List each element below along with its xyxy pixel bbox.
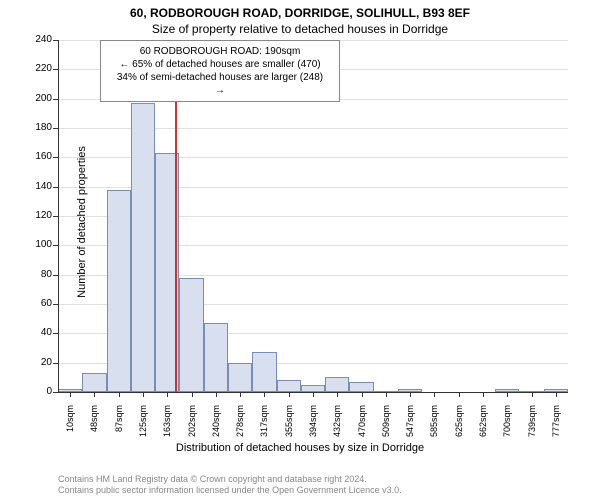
title-address: 60, RODBOROUGH ROAD, DORRIDGE, SOLIHULL,… — [0, 0, 600, 20]
info-line-property: 60 RODBOROUGH ROAD: 190sqm — [111, 45, 329, 58]
histogram-bar — [131, 103, 155, 392]
x-axis-label: Distribution of detached houses by size … — [0, 442, 600, 454]
ytick-label: 220 — [28, 63, 52, 74]
ytick-label: 160 — [28, 151, 52, 162]
y-axis-label: Number of detached properties — [76, 146, 88, 298]
ytick-label: 0 — [28, 386, 52, 397]
histogram-bar — [301, 385, 325, 392]
footer-line-2: Contains public sector information licen… — [58, 485, 402, 496]
histogram-bar — [107, 190, 131, 392]
histogram-bar — [204, 323, 228, 392]
histogram-bar — [179, 278, 203, 392]
histogram-bar — [252, 352, 276, 392]
histogram-bar — [82, 373, 106, 392]
info-box: 60 RODBOROUGH ROAD: 190sqm ← 65% of deta… — [100, 40, 340, 102]
ytick-label: 60 — [28, 298, 52, 309]
info-line-larger: 34% of semi-detached houses are larger (… — [111, 71, 329, 97]
info-line-smaller: ← 65% of detached houses are smaller (47… — [111, 58, 329, 71]
x-axis — [58, 392, 568, 393]
ytick-label: 200 — [28, 93, 52, 104]
ytick-label: 40 — [28, 327, 52, 338]
histogram-bar — [228, 363, 252, 392]
ytick-label: 180 — [28, 122, 52, 133]
histogram-bar — [277, 380, 301, 392]
footer-attribution: Contains HM Land Registry data © Crown c… — [58, 474, 402, 496]
title-subtitle: Size of property relative to detached ho… — [0, 20, 600, 36]
ytick-label: 20 — [28, 357, 52, 368]
y-axis — [58, 40, 59, 392]
ytick-label: 80 — [28, 269, 52, 280]
ytick-label: 100 — [28, 239, 52, 250]
histogram-bar — [349, 382, 373, 392]
chart-container: 60, RODBOROUGH ROAD, DORRIDGE, SOLIHULL,… — [0, 0, 600, 500]
ytick-label: 240 — [28, 34, 52, 45]
ytick-label: 140 — [28, 181, 52, 192]
histogram-bar — [325, 377, 349, 392]
footer-line-1: Contains HM Land Registry data © Crown c… — [58, 474, 402, 485]
ytick-label: 120 — [28, 210, 52, 221]
